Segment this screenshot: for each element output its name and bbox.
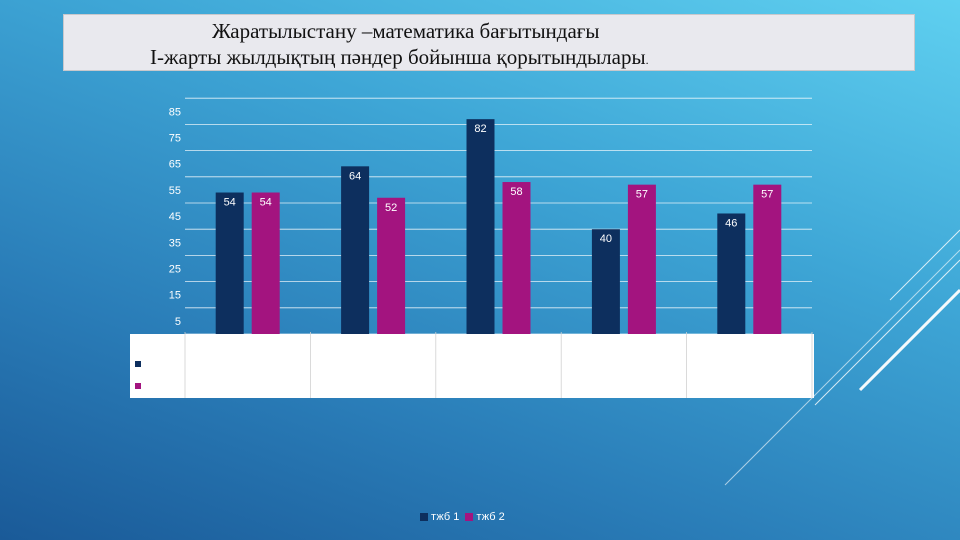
data-label: 82 (474, 123, 486, 135)
data-label: 46 (725, 217, 737, 229)
y-tick-label: 55 (169, 185, 181, 197)
legend-item-series-1: тжб 1 (420, 511, 459, 523)
data-label: 54 (224, 197, 236, 209)
data-label: 52 (385, 202, 397, 214)
y-tick-label: 15 (169, 290, 181, 302)
chart-title-line2-suffix: . (645, 53, 649, 67)
bar-series-1 (591, 229, 620, 334)
bar-series-2 (753, 184, 782, 334)
chart-title-line2: І-жарты жылдықтың пәндер бойынша қорытын… (150, 45, 649, 70)
data-label: 58 (510, 186, 522, 198)
y-tick-label: 35 (169, 237, 181, 249)
y-tick-label: 25 (169, 264, 181, 276)
legend-label-series-1: тжб 1 (431, 511, 460, 523)
legend-swatch-series-2 (465, 513, 474, 521)
bar-series-1 (341, 166, 370, 334)
chart-title-line2-text: І-жарты жылдықтың пәндер бойынша қорытын… (150, 45, 646, 69)
data-label: 64 (349, 170, 361, 182)
data-label: 54 (260, 197, 272, 209)
legend-item-series-2: тжб 2 (465, 511, 505, 523)
y-tick-label: 65 (169, 159, 181, 171)
chart-title-line1: Жаратылыстану –математика бағытындағы (212, 19, 600, 43)
y-tick-label: 5 (175, 316, 181, 328)
legend-label-series-2: тжб 2 (476, 511, 505, 523)
data-label: 57 (761, 189, 773, 201)
table-legend-key-series-1 (135, 361, 141, 367)
y-tick-label: 85 (169, 106, 181, 118)
data-label: 40 (600, 233, 612, 245)
bar-series-1 (215, 192, 244, 334)
data-table-area (130, 334, 814, 398)
chart-legend: тжб 1 тжб 2 (420, 511, 505, 523)
bar-series-2 (502, 182, 531, 334)
data-label: 57 (636, 189, 648, 201)
bar-series-2 (627, 184, 656, 334)
bar-series-1 (717, 213, 746, 334)
bar-series-1 (466, 119, 495, 334)
bar-series-2 (377, 197, 406, 334)
title-box: Жаратылыстану –математика бағытындағы І-… (63, 14, 915, 71)
y-tick-label: 45 (169, 211, 181, 223)
table-legend-key-series-2 (135, 383, 141, 389)
legend-swatch-series-1 (420, 513, 428, 521)
bar-series-2 (251, 192, 280, 334)
y-tick-label: 75 (169, 133, 181, 145)
